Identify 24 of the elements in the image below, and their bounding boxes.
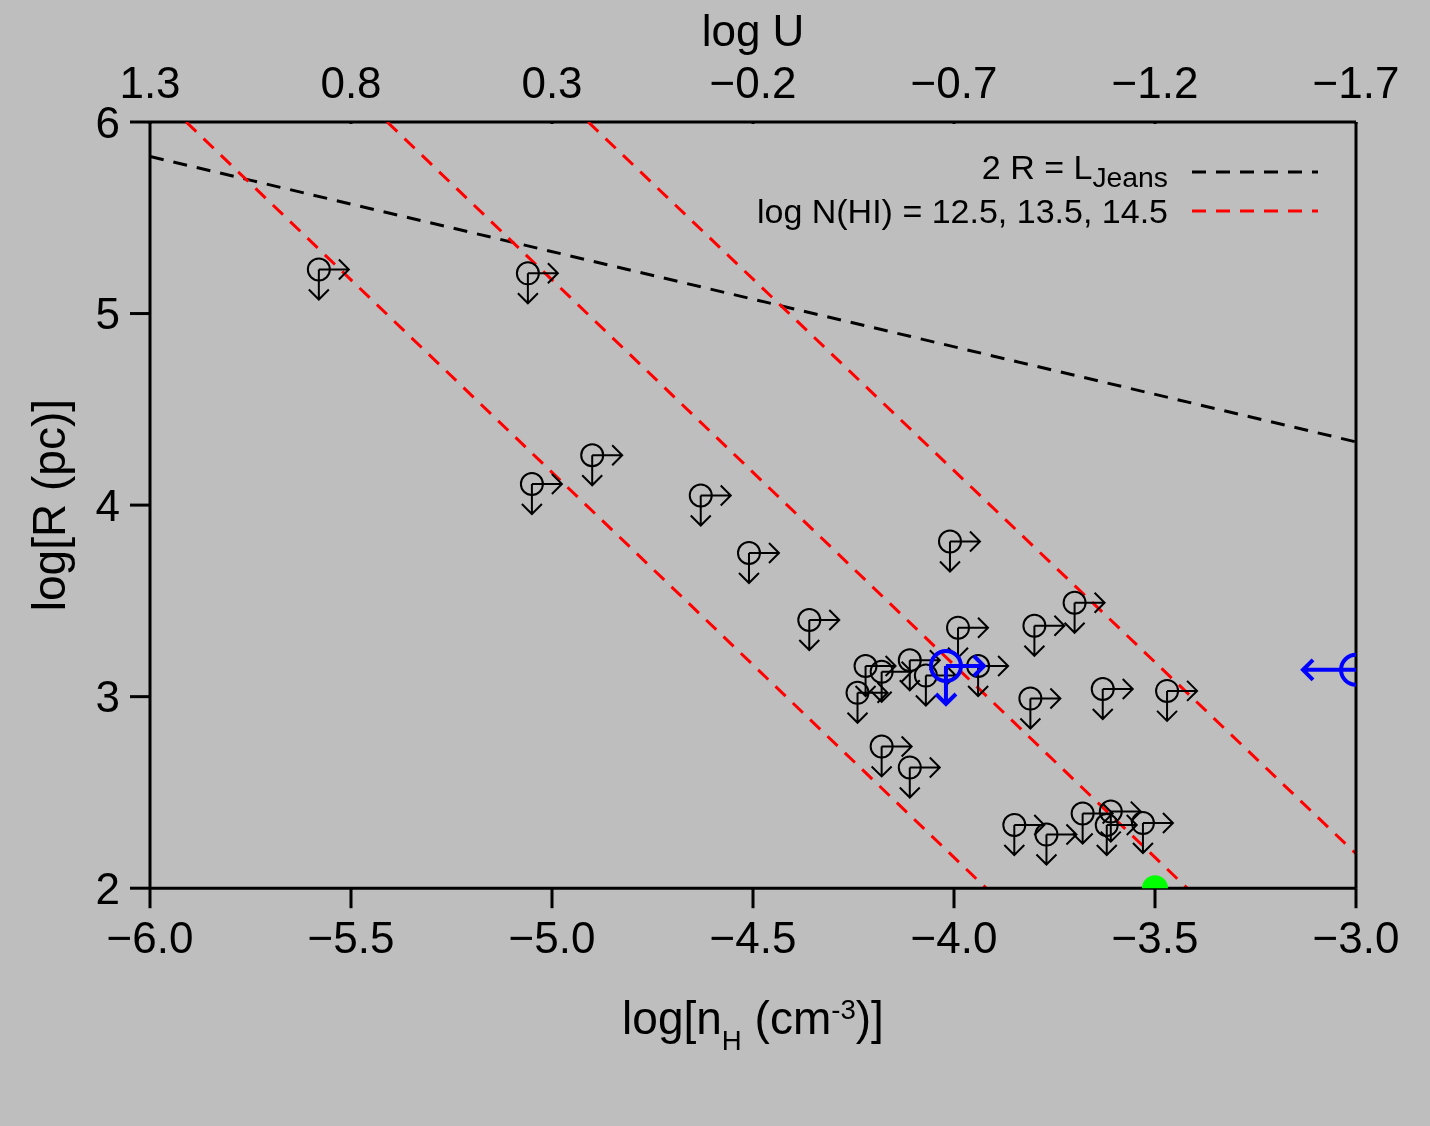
x-tick-label: −3.0 — [1312, 913, 1400, 963]
x2-tick-label: 0.8 — [320, 58, 382, 107]
x-tick-label: −6.0 — [106, 913, 194, 963]
y-axis-title: log[R (pc)] — [23, 399, 75, 612]
x2-tick-label: −0.2 — [709, 58, 797, 107]
x2-tick-label: −0.7 — [910, 58, 998, 107]
x2-tick-label: 0.3 — [521, 58, 583, 107]
x-tick-label: −5.5 — [307, 913, 395, 963]
x2-tick-label: −1.7 — [1312, 58, 1400, 107]
x2-tick-label: −1.2 — [1111, 58, 1199, 107]
legend-label: log N(HI) = 12.5, 13.5, 14.5 — [752, 191, 1172, 230]
y-tick-label: 5 — [95, 289, 120, 339]
x2-tick-label: 1.3 — [119, 58, 181, 107]
x-tick-label: −3.5 — [1111, 913, 1199, 963]
y-tick-label: 2 — [95, 863, 120, 913]
x-tick-label: −4.5 — [709, 913, 797, 963]
x2-axis-title: log U — [701, 6, 805, 55]
x-tick-label: −4.0 — [910, 913, 998, 963]
y-tick-label: 4 — [95, 480, 120, 530]
legend-label: 2 R = L$_{Jeans}$ — [981, 148, 1168, 193]
y-tick-label: 6 — [95, 97, 120, 147]
x-tick-label: −5.0 — [508, 913, 596, 963]
x-axis-title: log[n$_{H}$ (cm$^{-3}$)] — [622, 992, 884, 1056]
y-tick-label: 3 — [95, 672, 120, 722]
